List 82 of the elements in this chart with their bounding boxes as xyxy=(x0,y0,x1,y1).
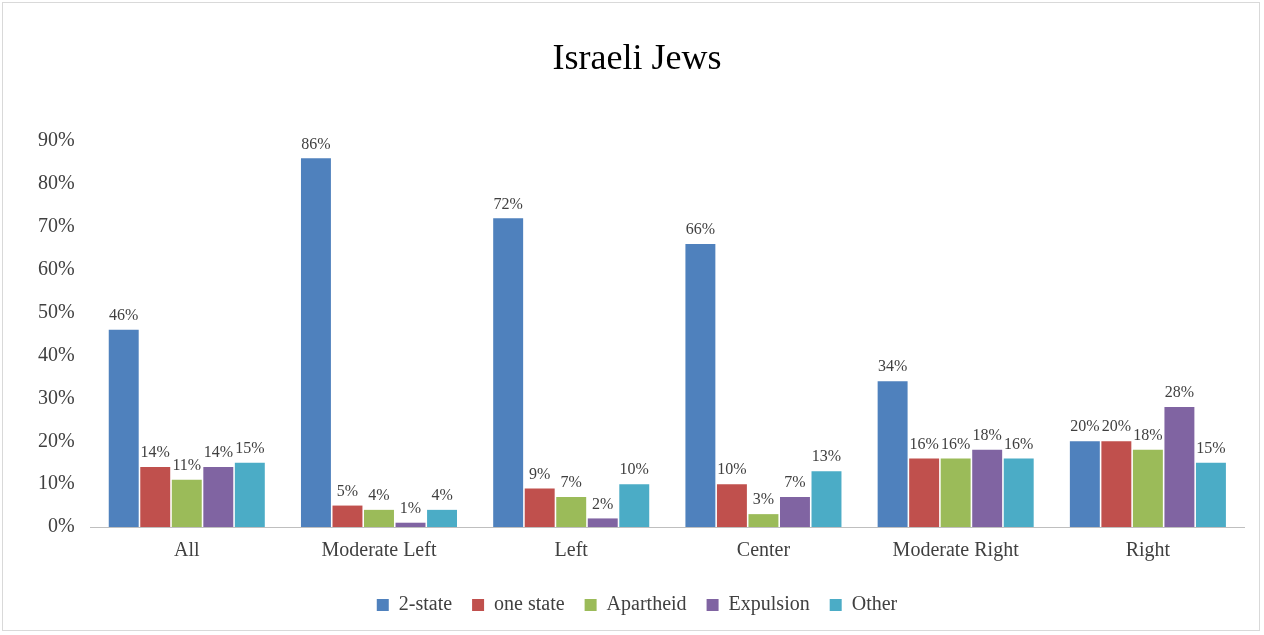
bar xyxy=(140,466,171,527)
bar xyxy=(524,488,555,527)
x-tick-label: Center xyxy=(736,538,791,561)
x-tick-label: Right xyxy=(1125,538,1171,562)
data-label: 5% xyxy=(336,481,359,499)
bar xyxy=(234,462,265,527)
bar xyxy=(493,218,524,527)
bar xyxy=(972,449,1003,527)
y-tick-label: 30% xyxy=(37,385,75,408)
data-label: 4% xyxy=(368,486,390,504)
data-label: 9% xyxy=(529,464,551,482)
data-label: 10% xyxy=(717,460,747,478)
data-label: 2% xyxy=(592,494,614,512)
data-label: 34% xyxy=(877,357,908,375)
data-label: 18% xyxy=(1133,426,1163,444)
data-label: 20% xyxy=(1101,417,1132,435)
data-label: 16% xyxy=(909,434,939,452)
bar xyxy=(685,244,716,527)
data-label: 14% xyxy=(140,443,170,461)
y-tick-label: 20% xyxy=(37,428,75,451)
bar xyxy=(748,514,779,527)
x-tick-label: Moderate Right xyxy=(892,538,1020,562)
data-label: 15% xyxy=(235,438,265,456)
data-label: 4% xyxy=(431,486,453,504)
y-tick-label: 10% xyxy=(37,471,75,494)
bar xyxy=(1164,406,1195,527)
x-tick-label: Moderate Left xyxy=(321,538,437,561)
y-tick-label: 80% xyxy=(37,171,75,194)
data-label: 18% xyxy=(972,426,1002,444)
bar xyxy=(556,496,587,527)
data-label: 7% xyxy=(560,473,582,491)
bar xyxy=(427,509,458,527)
bar xyxy=(203,466,234,527)
legend-label: one state xyxy=(494,592,565,615)
bar xyxy=(171,479,202,527)
legend-label: 2-state xyxy=(398,592,453,615)
bar xyxy=(332,505,363,527)
bar xyxy=(1132,449,1163,527)
data-label: 20% xyxy=(1070,417,1100,435)
data-label: 13% xyxy=(811,447,842,465)
data-label: 3% xyxy=(752,490,775,508)
data-label: 14% xyxy=(203,443,233,461)
legend-label: Other xyxy=(851,592,898,615)
chart-title: Israeli Jews xyxy=(552,37,722,78)
bar xyxy=(716,484,747,527)
bar xyxy=(587,518,618,527)
data-label: 11% xyxy=(172,456,202,474)
y-tick-label: 70% xyxy=(37,214,75,237)
y-tick-label: 50% xyxy=(37,299,75,322)
bar xyxy=(1101,441,1132,527)
data-label: 72% xyxy=(493,194,523,212)
bar xyxy=(877,381,908,527)
data-label: 86% xyxy=(301,134,331,152)
x-tick-label: All xyxy=(173,538,200,561)
data-label: 16% xyxy=(1004,434,1034,452)
data-label: 1% xyxy=(399,498,422,516)
y-tick-label: 90% xyxy=(37,128,75,151)
bar xyxy=(619,484,650,527)
data-label: 66% xyxy=(685,220,716,238)
bar xyxy=(1195,462,1226,527)
y-tick-label: 40% xyxy=(37,342,75,365)
bar xyxy=(909,458,940,527)
bar xyxy=(108,329,139,527)
bar xyxy=(1003,458,1034,527)
data-label: 7% xyxy=(784,473,806,491)
data-label: 10% xyxy=(619,460,649,478)
legend-label: Expulsion xyxy=(728,592,810,616)
data-label: 15% xyxy=(1196,438,1226,456)
bar xyxy=(779,496,810,527)
data-label: 28% xyxy=(1164,383,1195,401)
legend-label: Apartheid xyxy=(606,592,687,616)
bar xyxy=(811,471,842,527)
bar xyxy=(1069,441,1100,527)
bar xyxy=(300,158,331,527)
data-label: 46% xyxy=(109,306,139,324)
bar xyxy=(395,522,426,527)
bar xyxy=(364,509,394,527)
data-label: 16% xyxy=(941,434,971,452)
bar xyxy=(940,458,971,527)
y-tick-label: 60% xyxy=(37,257,75,280)
x-tick-label: Left xyxy=(554,538,589,561)
y-tick-label: 0% xyxy=(47,514,75,537)
